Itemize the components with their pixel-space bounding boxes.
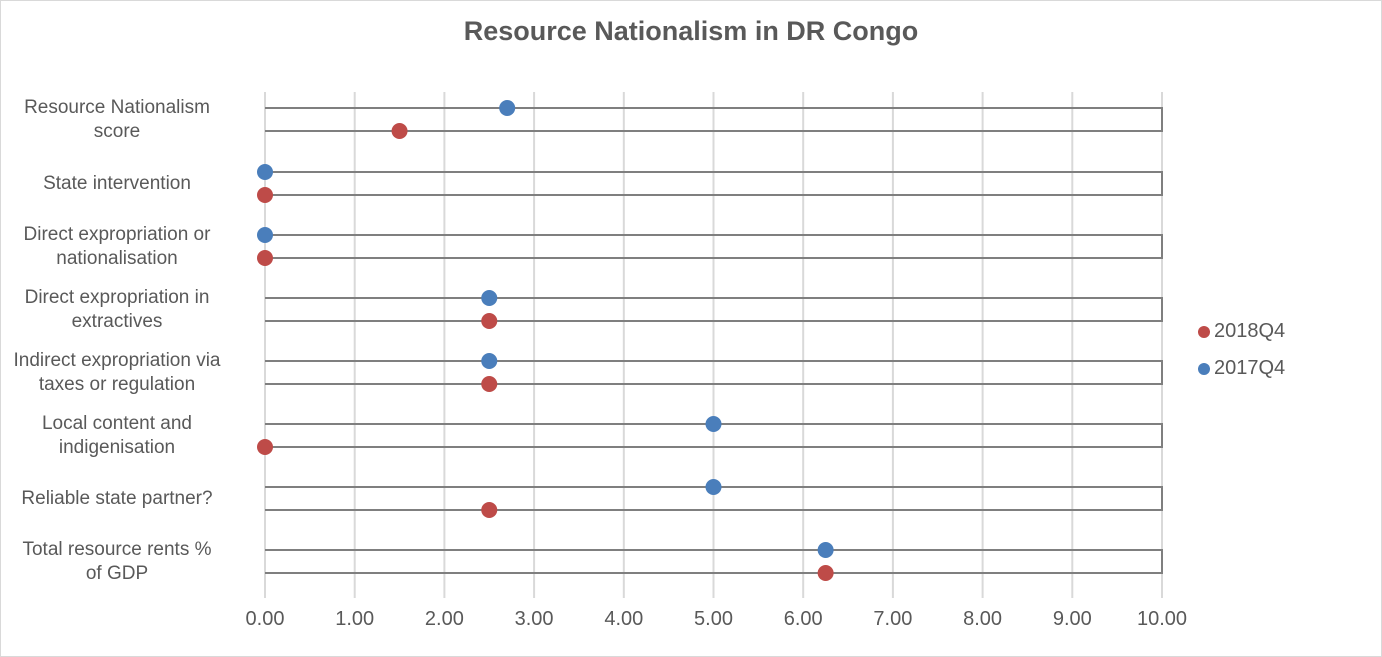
- category-label: State intervention: [43, 172, 191, 194]
- data-point-2018q4[interactable]: [257, 187, 273, 203]
- x-tick-label: 2.00: [424, 608, 464, 630]
- data-point-2017q4[interactable]: [257, 227, 273, 243]
- category-label: Resource Nationalism score: [24, 96, 210, 142]
- data-point-2018q4[interactable]: [481, 313, 498, 329]
- x-tick-label: 5.00: [694, 608, 733, 630]
- data-point-2018q4[interactable]: [481, 502, 498, 518]
- x-tick-label: 7.00: [873, 608, 913, 630]
- data-point-2018q4[interactable]: [481, 376, 498, 392]
- data-point-2017q4[interactable]: [705, 416, 722, 432]
- data-point-2017q4[interactable]: [817, 542, 834, 558]
- data-point-2018q4[interactable]: [257, 439, 273, 455]
- x-tick-label: 0.00: [245, 608, 285, 630]
- data-point-2018q4[interactable]: [257, 250, 273, 266]
- data-point-2017q4[interactable]: [481, 290, 498, 306]
- category-label: Indirect expropriation via taxes or regul…: [13, 349, 221, 395]
- data-point-2017q4[interactable]: [481, 353, 498, 369]
- legend-marker-icon: [1198, 325, 1210, 338]
- legend-item[interactable]: 2018Q4: [1198, 320, 1285, 343]
- legend-label: 2018Q4: [1214, 320, 1286, 342]
- category-bracket-line: [265, 549, 1163, 574]
- category-bracket-line: [265, 297, 1163, 322]
- data-point-2018q4[interactable]: [817, 565, 834, 581]
- data-point-2017q4[interactable]: [257, 164, 273, 180]
- category-label: Direct expropriation in extractives: [24, 286, 210, 332]
- x-tick-label: 8.00: [963, 608, 1003, 630]
- x-tick-label: 10.00: [1136, 608, 1188, 630]
- category-bracket-line: [265, 171, 1163, 196]
- legend-label: 2017Q4: [1214, 357, 1286, 379]
- category-label: Local content and indigenisation: [41, 412, 192, 458]
- category-label: Reliable state partner?: [21, 487, 213, 509]
- x-tick-label: 9.00: [1052, 608, 1092, 630]
- category-bracket-line: [265, 234, 1163, 259]
- data-point-2018q4[interactable]: [391, 123, 408, 139]
- x-tick-label: 4.00: [604, 608, 644, 630]
- data-point-2017q4[interactable]: [705, 479, 722, 495]
- category-label: Total resource rents % of GDP: [22, 538, 212, 584]
- chart-title: Resource Nationalism in DR Congo: [463, 16, 919, 46]
- category-bracket-line: [265, 107, 1163, 132]
- data-point-2017q4[interactable]: [499, 100, 516, 116]
- legend-marker-icon: [1198, 362, 1210, 375]
- x-tick-label: 3.00: [514, 608, 554, 630]
- legend-item[interactable]: 2017Q4: [1198, 357, 1285, 380]
- x-tick-label: 1.00: [335, 608, 375, 630]
- category-label: Direct expropriation or nationalisation: [23, 223, 211, 269]
- x-tick-label: 6.00: [783, 608, 823, 630]
- category-bracket-line: [265, 360, 1163, 385]
